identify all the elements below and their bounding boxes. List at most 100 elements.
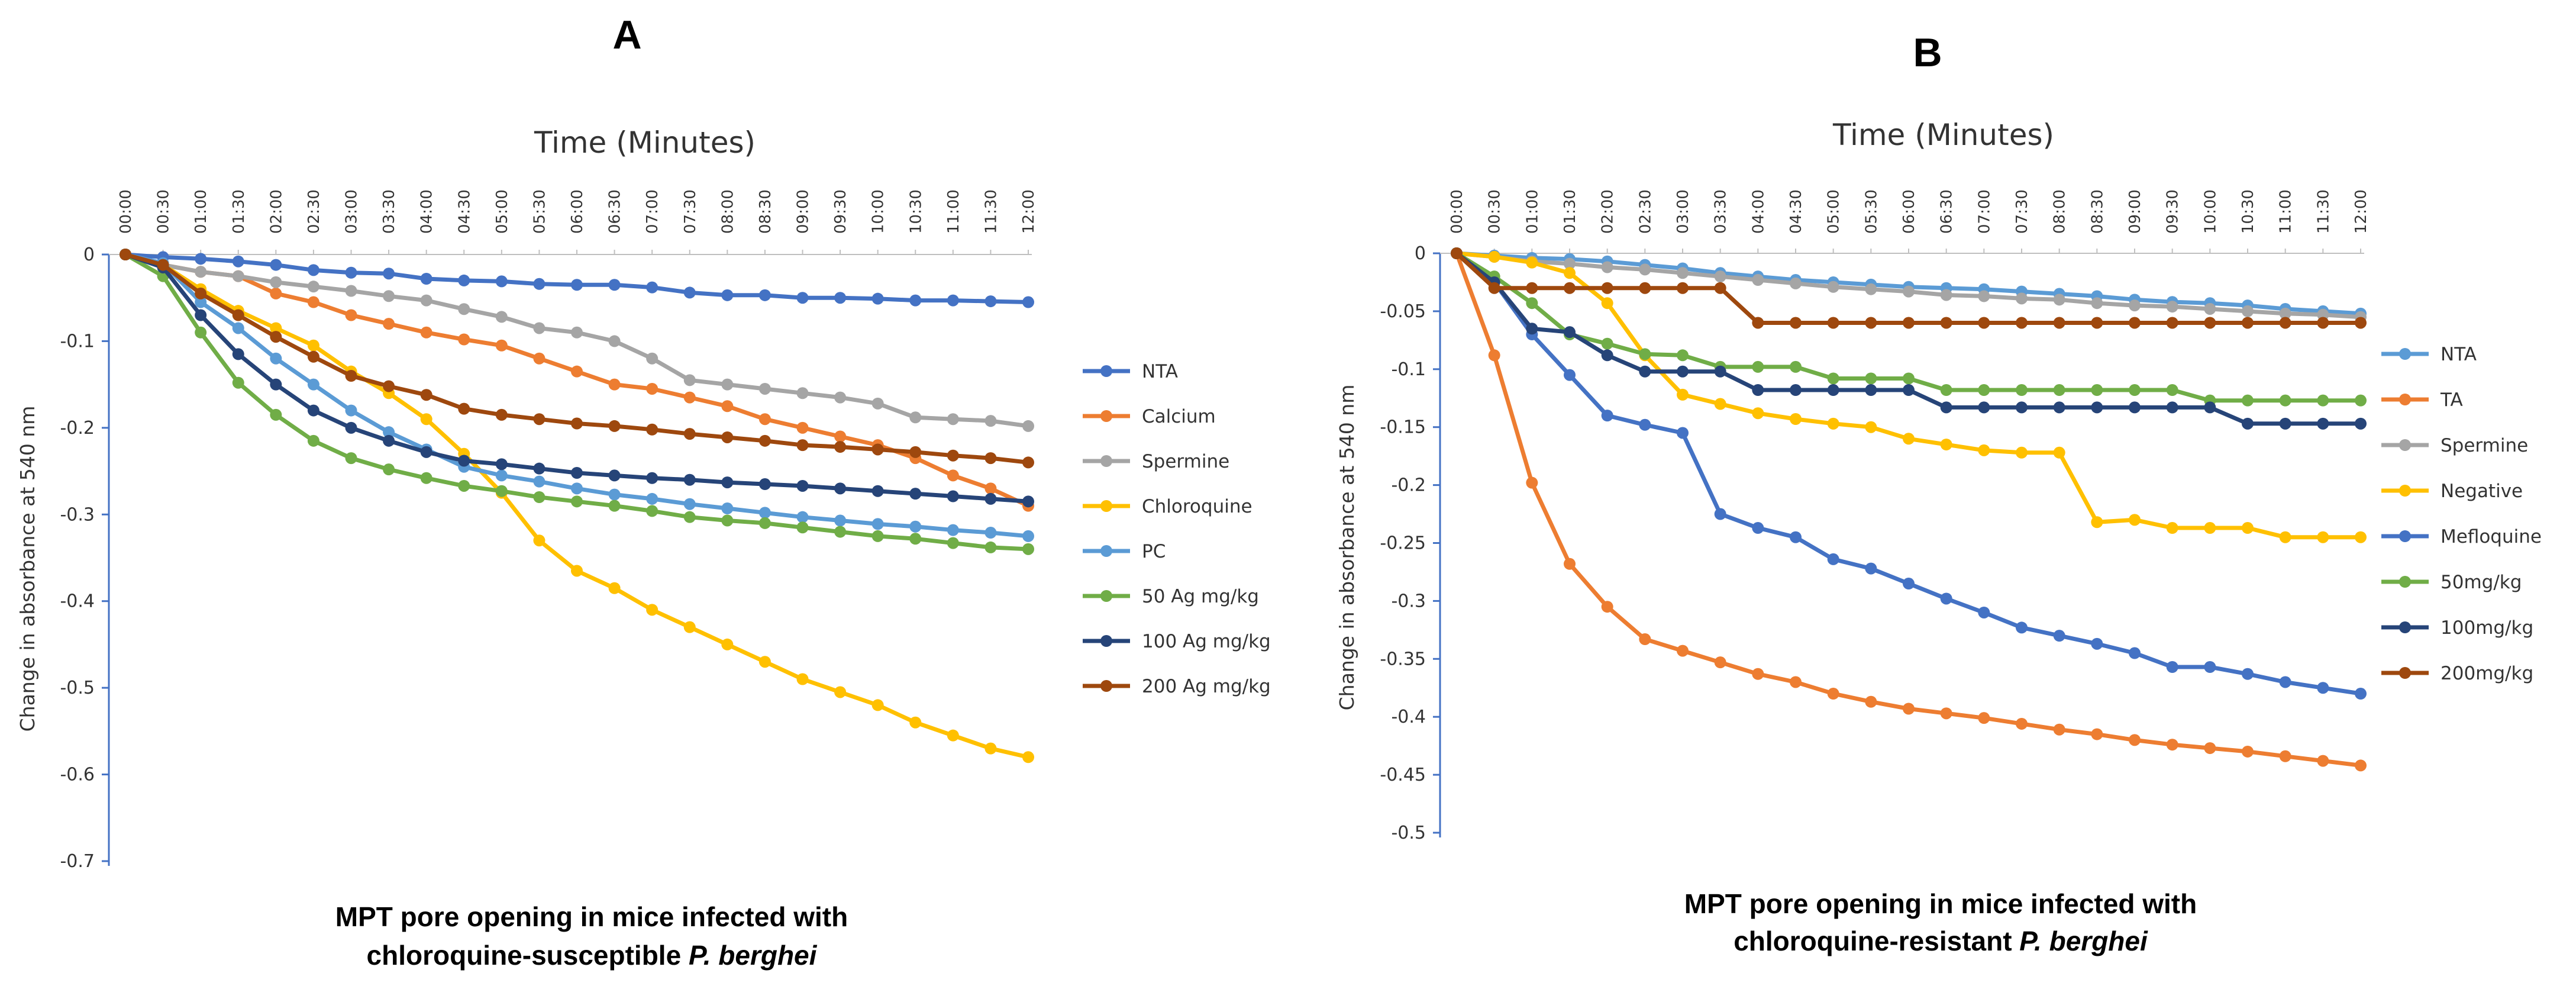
data-point [2242,522,2254,534]
data-point [1022,751,1034,763]
legend-label: Calcium [1142,406,1216,427]
data-point [2317,755,2329,767]
series-nta [120,249,1034,308]
data-point [758,289,771,301]
data-point [195,287,207,299]
data-point [871,443,884,456]
y-tick-label: -0.6 [60,765,95,785]
data-point [721,378,734,391]
data-point [2355,317,2367,329]
data-point [571,482,583,495]
data-point [533,534,545,547]
data-point [345,421,357,434]
data-point [2317,308,2329,321]
data-point [1022,543,1034,555]
data-point [2053,294,2065,306]
data-point [270,322,282,334]
x-tick-label: 08:30 [2088,189,2106,234]
data-point [796,673,809,685]
data-point [796,479,809,492]
x-tick-label: 00:30 [1486,189,1504,234]
data-point [871,530,884,542]
data-point [947,490,959,502]
data-point [232,309,244,321]
data-point [2166,317,2178,329]
data-point [608,500,621,512]
legend-swatch-marker [1100,590,1112,602]
data-point [2166,401,2178,414]
data-point [1790,384,1802,397]
data-point [646,423,658,436]
data-point [1488,349,1500,362]
data-point [120,249,131,260]
data-point [383,318,395,330]
data-point [2204,742,2216,755]
data-point [1827,553,1839,565]
data-point [1827,384,1839,397]
data-point [2129,401,2141,414]
data-point [1940,317,1952,329]
data-point [1639,263,1651,276]
data-point [1978,401,1990,414]
data-point [2166,301,2178,313]
data-point [683,621,696,633]
panel-b: B Time (Minutes) Change in absorbance at… [1335,30,2542,956]
data-point [834,430,847,443]
legend-item: 100 Ag mg/kg [1083,631,1271,652]
data-point [458,303,470,315]
x-tick-label: 12:00 [1020,189,1038,234]
data-point [571,565,583,577]
data-point [909,488,922,500]
data-point [646,604,658,616]
data-point [871,397,884,410]
data-point [307,404,319,417]
data-point [307,434,319,447]
data-point [984,541,997,553]
data-point [270,276,282,288]
data-point [1526,282,1538,294]
data-point [2279,317,2291,329]
data-point [1903,703,1915,715]
x-tick-label: 04:30 [456,189,473,234]
data-point [1714,656,1726,669]
data-point [571,365,583,378]
data-point [533,322,545,334]
legend-label: 200mg/kg [2441,663,2533,684]
y-tick-label: -0.05 [1380,301,1426,322]
legend-swatch-marker [2399,394,2411,405]
data-point [195,266,207,278]
y-tick-label: -0.3 [60,504,95,525]
data-point [2091,516,2103,529]
data-point [1714,508,1726,520]
panel-b-series [1451,247,2367,772]
x-tick-label: 04:30 [1787,189,1805,234]
data-point [345,370,357,382]
data-point [1526,297,1538,310]
data-point [1714,398,1726,410]
data-point [1714,270,1726,283]
data-point [683,428,696,440]
x-tick-label: 02:30 [305,189,323,234]
x-tick-label: 07:00 [644,189,661,234]
data-point [1752,274,1764,286]
data-point [758,478,771,491]
series-spermine [120,249,1034,432]
data-point [909,294,922,307]
data-point [232,322,244,334]
x-tick-label: 01:00 [1523,189,1541,234]
legend-item: Calcium [1083,406,1216,427]
legend-label: 100mg/kg [2441,617,2533,639]
data-point [345,266,357,279]
data-point [1564,326,1576,339]
data-point [420,294,432,307]
data-point [195,309,207,321]
data-point [1488,250,1500,263]
data-point [984,527,997,539]
legend-label: 50mg/kg [2441,572,2522,593]
data-point [871,699,884,711]
data-point [2053,317,2065,329]
x-tick-label: 05:30 [1862,189,1880,234]
data-point [1940,439,1952,451]
data-point [1752,384,1764,397]
